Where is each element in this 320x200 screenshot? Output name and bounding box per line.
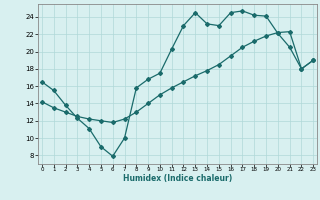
X-axis label: Humidex (Indice chaleur): Humidex (Indice chaleur) <box>123 174 232 183</box>
